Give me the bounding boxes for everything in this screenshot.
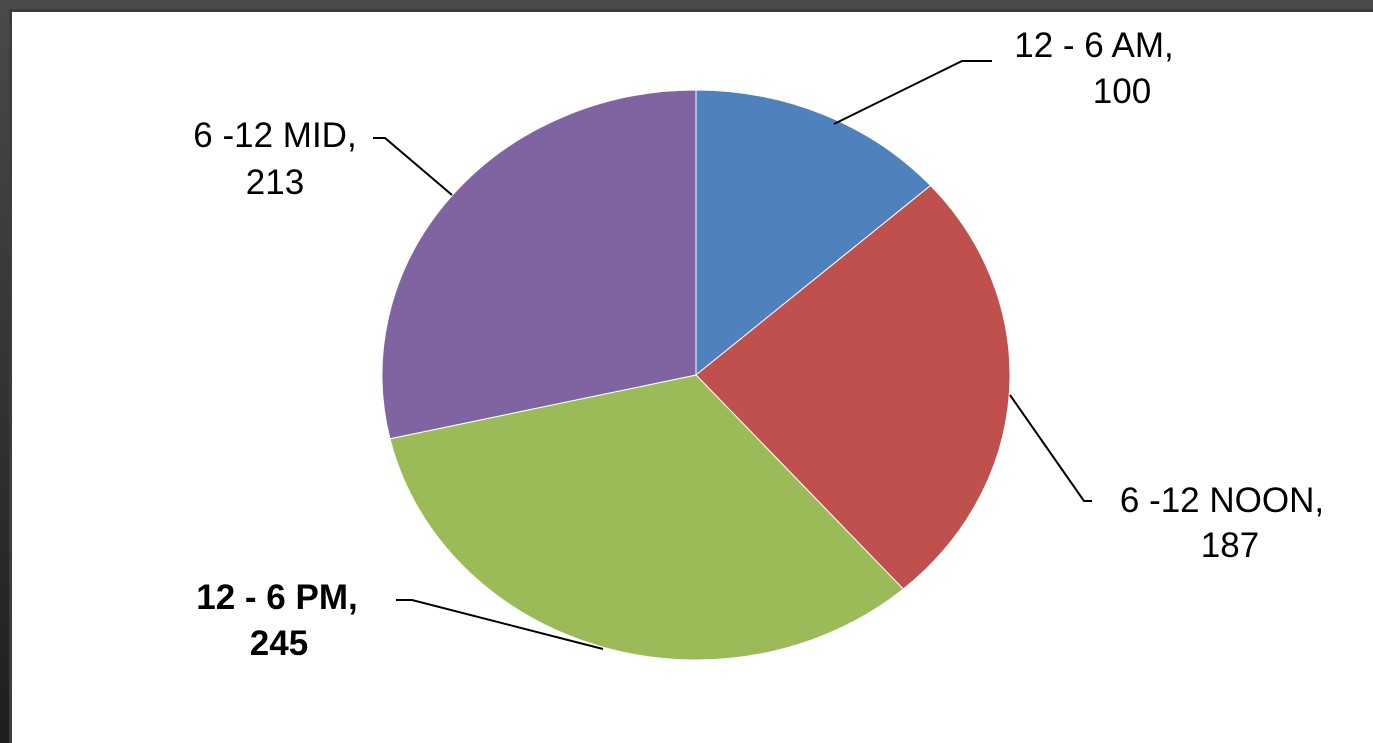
data-label-12-6-pm-name: 12 - 6 PM, bbox=[196, 578, 357, 617]
chart-area: 12 - 6 AM, 100 6 -12 NOON, 187 12 - 6 PM, 245… bbox=[9, 9, 1373, 743]
data-label-12-6-pm-value: 245 bbox=[250, 624, 308, 663]
data-label-6-12-mid-value: 213 bbox=[246, 163, 304, 202]
leader-line-12-6-pm bbox=[396, 599, 604, 650]
data-label-6-12-noon-value: 187 bbox=[1201, 526, 1259, 565]
pie-slice-12-6-pm bbox=[389, 374, 905, 661]
pie-chart: 12 - 6 AM, 100 6 -12 NOON, 187 12 - 6 PM, 245… bbox=[193, 26, 1324, 663]
leader-line-6-12-noon bbox=[1009, 394, 1092, 502]
data-labels: 12 - 6 AM, 100 6 -12 NOON, 187 12 - 6 PM, 245… bbox=[193, 26, 1324, 663]
leader-line-6-12-mid bbox=[373, 137, 453, 196]
pie-slice-6-12-mid bbox=[381, 89, 697, 440]
pie-slice-6-12-noon bbox=[695, 184, 1011, 590]
data-label-6-12-noon-name: 6 -12 NOON, bbox=[1120, 481, 1324, 520]
pie-slice-12-6-am bbox=[695, 89, 932, 377]
data-label-12-6-am-name: 12 - 6 AM, bbox=[1014, 26, 1174, 65]
leader-line-12-6-am bbox=[833, 60, 992, 125]
data-label-12-6-am-value: 100 bbox=[1093, 72, 1151, 111]
pie-slices bbox=[381, 89, 1011, 661]
data-label-6-12-mid-name: 6 -12 MID, bbox=[193, 116, 356, 155]
leader-lines bbox=[373, 60, 1092, 650]
